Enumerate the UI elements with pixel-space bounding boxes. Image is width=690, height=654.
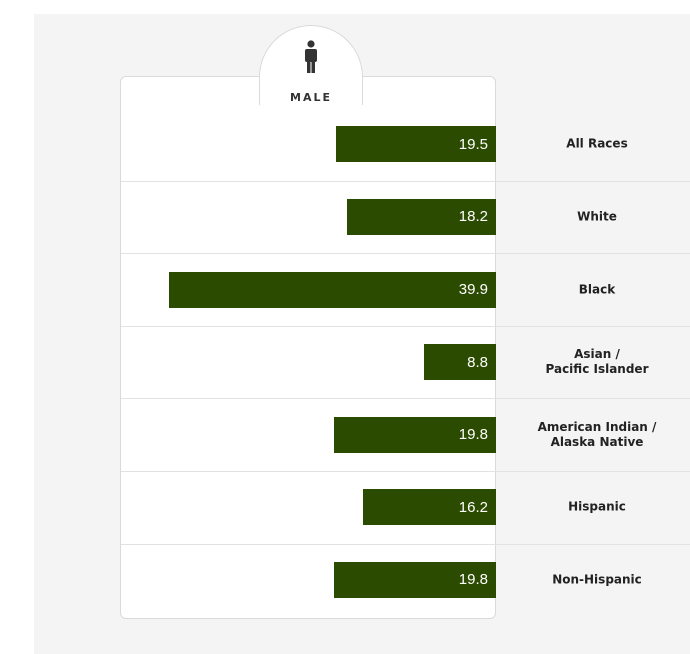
category-label: Hispanic <box>568 499 626 514</box>
bar-value-label: 19.8 <box>458 571 488 589</box>
category-label: White <box>577 209 617 224</box>
bar: 19.8 <box>333 416 496 453</box>
bar: 8.8 <box>423 344 496 381</box>
bar: 16.2 <box>363 489 496 526</box>
bar-value-label: 8.8 <box>467 353 488 371</box>
category-label: All Races <box>566 136 628 151</box>
bar: 18.2 <box>346 198 496 235</box>
row-divider <box>121 180 690 182</box>
chart-panel: MALE 19.5 All Races 18.2 White 39.9 Black 8.8 A… <box>34 14 690 654</box>
row-divider <box>121 398 690 400</box>
category-label: Non-Hispanic <box>552 572 642 587</box>
gender-label: MALE <box>290 91 332 104</box>
male-person-icon <box>305 40 317 73</box>
bar-value-label: 19.5 <box>458 135 488 153</box>
bar-value-label: 39.9 <box>458 281 488 298</box>
bar: 19.5 <box>336 126 496 163</box>
bar: 19.8 <box>333 561 496 598</box>
row-divider <box>121 253 690 255</box>
row-divider <box>121 325 690 327</box>
bar: 39.9 <box>169 271 496 308</box>
bar-value-label: 19.8 <box>458 426 488 444</box>
category-label: Black <box>578 282 616 296</box>
category-label: American Indian / Alaska Native <box>537 419 657 449</box>
bar-value-label: 18.2 <box>458 208 488 226</box>
row-divider <box>121 471 690 472</box>
category-label: Asian / Pacific Islander <box>545 347 649 377</box>
row-divider <box>121 543 690 545</box>
bar-value-label: 16.2 <box>458 498 488 516</box>
